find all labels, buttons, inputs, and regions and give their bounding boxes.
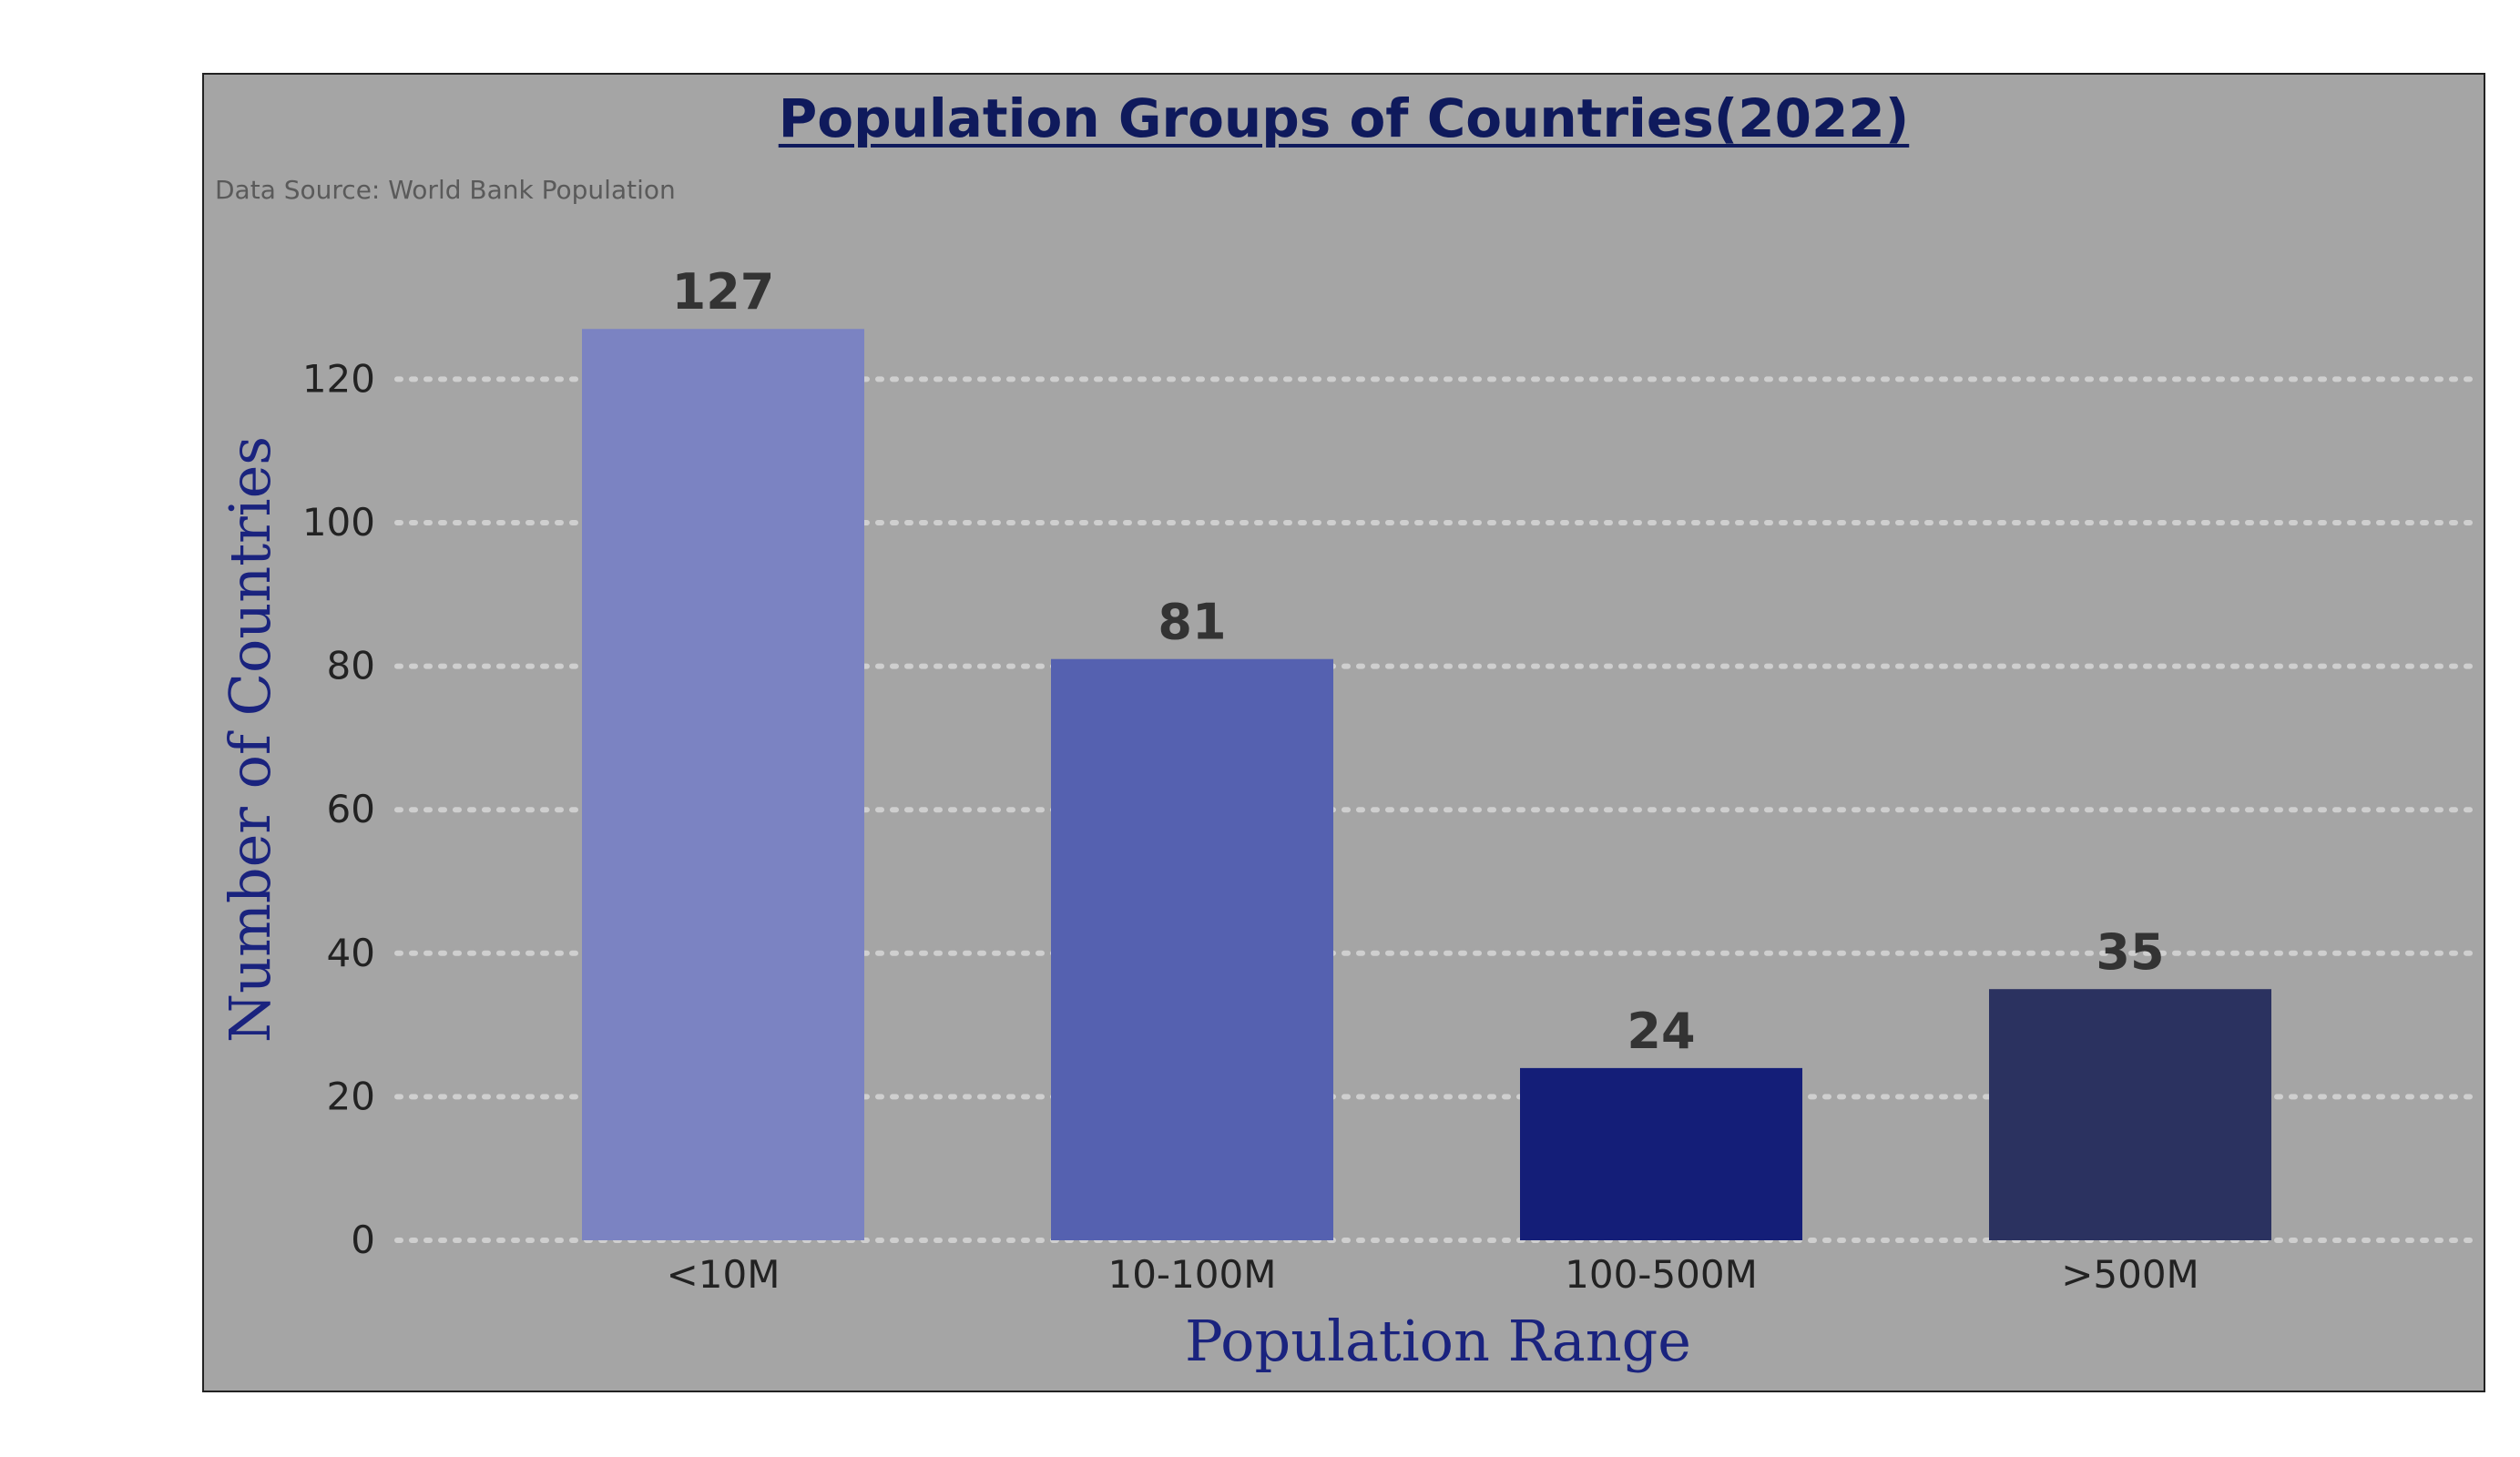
x-tick-label-3: 100-500M bbox=[1565, 1252, 1758, 1297]
bar-layer bbox=[582, 329, 2271, 1240]
x-axis-title: Population Range bbox=[1185, 1308, 1691, 1374]
bar-2[interactable] bbox=[1051, 658, 1333, 1240]
x-tick-label-2: 10-100M bbox=[1107, 1252, 1276, 1297]
y-tick-label-40: 40 bbox=[327, 931, 375, 975]
bar-chart: 0 20 40 60 80 100 120 127 <10M 81 10-100M 24 100-500… bbox=[217, 263, 2484, 1374]
y-axis-title: Number of Countries bbox=[217, 436, 283, 1043]
data-label-1: 127 bbox=[672, 263, 775, 321]
label-layer: 0 20 40 60 80 100 120 127 <10M 81 10-100M 24 100-500… bbox=[302, 263, 2199, 1297]
y-tick-label-120: 120 bbox=[302, 356, 375, 401]
chart-title: Population Groups of Countries(2022) bbox=[778, 87, 1910, 149]
y-tick-label-60: 60 bbox=[327, 787, 375, 831]
chart-subtitle: Data Source: World Bank Population bbox=[215, 175, 676, 205]
data-label-3: 24 bbox=[1627, 1003, 1695, 1060]
data-label-2: 81 bbox=[1158, 594, 1226, 651]
y-tick-label-80: 80 bbox=[327, 644, 375, 688]
x-tick-label-1: <10M bbox=[667, 1252, 780, 1297]
y-tick-label-0: 0 bbox=[351, 1218, 375, 1262]
bar-1[interactable] bbox=[582, 329, 864, 1240]
data-label-4: 35 bbox=[2096, 923, 2164, 981]
bar-4[interactable] bbox=[1989, 989, 2271, 1240]
y-tick-label-20: 20 bbox=[327, 1074, 375, 1118]
chart-frame: Population Groups of Countries(2022) Dat… bbox=[202, 73, 2485, 1392]
y-tick-label-100: 100 bbox=[302, 500, 375, 545]
x-tick-label-4: >500M bbox=[2061, 1252, 2199, 1297]
bar-3[interactable] bbox=[1520, 1067, 1802, 1240]
